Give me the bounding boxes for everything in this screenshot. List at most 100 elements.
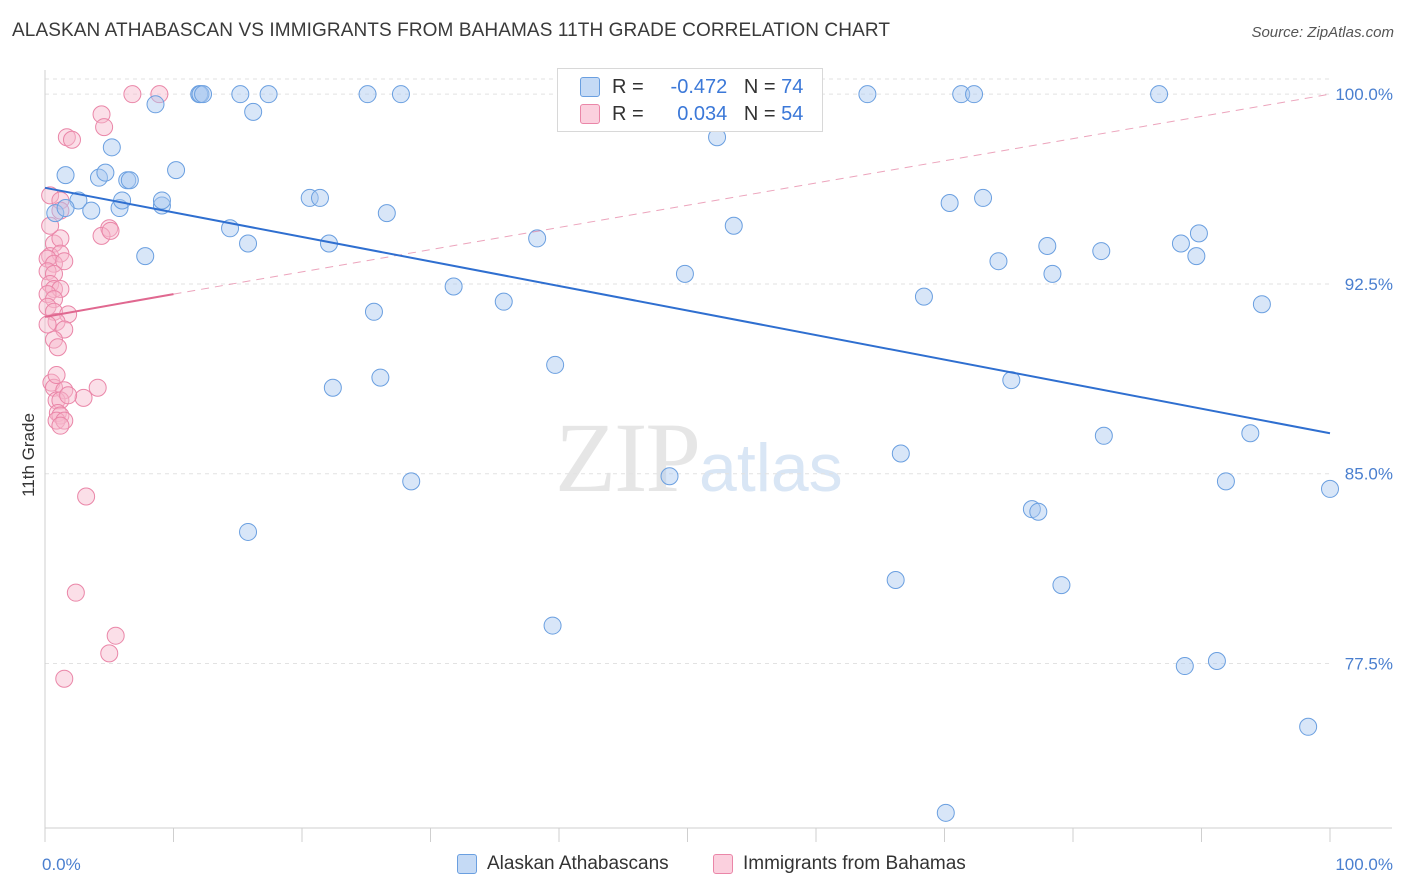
athabascan-point: [1171, 234, 1190, 253]
athabascan-point: [244, 102, 263, 121]
legend-swatch-blue: [580, 77, 600, 97]
bahamas-point: [77, 487, 96, 506]
y-tick-label: 92.5%: [1345, 275, 1393, 294]
data-points: [38, 85, 1339, 822]
bahamas-point: [47, 366, 66, 385]
athabascan-point: [82, 201, 101, 220]
athabascan-point: [1321, 479, 1339, 498]
athabascan-point: [914, 287, 933, 306]
athabascan-point: [974, 188, 993, 207]
athabascan-point: [989, 252, 1008, 271]
athabascan-point: [1150, 85, 1169, 104]
athabascan-point: [952, 85, 971, 104]
watermark-zip: ZIP: [555, 402, 701, 513]
y-tick-label: 85.0%: [1345, 465, 1393, 484]
athabascan-point: [936, 803, 955, 822]
bottom-legend-athabascan: Alaskan Athabascans: [457, 852, 669, 876]
athabascan-point: [528, 229, 547, 248]
athabascan-point: [858, 85, 877, 104]
bahamas-point: [44, 290, 63, 309]
athabascan-point: [323, 378, 342, 397]
bahamas-point: [66, 583, 85, 602]
bahamas-point: [51, 229, 70, 248]
legend-n-value: 54: [781, 102, 804, 125]
legend-n-label: N =: [743, 75, 776, 98]
athabascan-point: [886, 571, 905, 590]
bahamas-point: [150, 85, 169, 104]
athabascan-point: [1043, 264, 1062, 283]
athabascan-point: [56, 166, 75, 185]
legend-r-label: R =: [612, 75, 644, 98]
bahamas-point: [100, 644, 119, 663]
athabascan-point: [120, 171, 139, 190]
athabascan-point: [259, 85, 278, 104]
axes: [44, 70, 1392, 842]
athabascan-point: [239, 522, 258, 541]
athabascan-point: [364, 302, 383, 321]
athabascan-point: [891, 444, 910, 463]
bahamas-point: [62, 130, 81, 149]
bahamas-point: [38, 315, 57, 334]
athabascan-point: [194, 85, 213, 104]
stats-legend: R = -0.472 N = 74 R = 0.034 N = 54: [557, 68, 823, 132]
athabascan-point: [358, 85, 377, 104]
axis-labels: 77.5% 85.0% 92.5% 100.0% 0.0% 100.0% 11th Grad…: [19, 85, 1393, 874]
bahamas-point: [44, 264, 63, 283]
athabascan-point: [46, 204, 65, 223]
athabascan-point: [1252, 295, 1271, 314]
watermark: ZIPatlas: [555, 400, 843, 515]
athabascan-point: [1038, 237, 1057, 256]
bottom-legend-label: Alaskan Athabascans: [487, 853, 669, 874]
athabascan-point: [1052, 576, 1071, 595]
legend-row-bahamas: R = 0.034 N = 54: [580, 100, 803, 128]
athabascan-point: [1175, 657, 1194, 676]
bahamas-point: [51, 416, 70, 435]
athabascan-point: [102, 138, 121, 157]
athabascan-point: [1094, 426, 1113, 445]
athabascan-point: [1207, 651, 1226, 670]
chart-title: ALASKAN ATHABASCAN VS IMMIGRANTS FROM BA…: [12, 20, 891, 41]
athabascan-point: [1092, 242, 1111, 261]
bahamas-point: [88, 378, 107, 397]
legend-r-value: 0.034: [677, 102, 728, 125]
athabascan-point: [494, 292, 513, 311]
x-tick-label: 0.0%: [42, 855, 81, 874]
legend-row-athabascan: R = -0.472 N = 74: [580, 73, 803, 101]
athabascan-point: [152, 191, 171, 210]
athabascan-point: [1029, 502, 1048, 521]
athabascan-point: [371, 368, 390, 387]
bahamas-point: [59, 386, 78, 405]
bahamas-point: [101, 221, 120, 240]
source-credit: Source: ZipAtlas.com: [1251, 24, 1394, 41]
legend-n-label: N =: [743, 102, 776, 125]
athabascan-point: [391, 85, 410, 104]
athabascan-point: [239, 234, 258, 253]
bahamas-point: [92, 226, 111, 245]
grid-lines: [45, 78, 1330, 665]
athabascan-point: [1189, 224, 1208, 243]
bottom-legend-label: Immigrants from Bahamas: [743, 853, 966, 874]
athabascan-point: [543, 616, 562, 635]
athabascan-point: [724, 216, 743, 235]
y-tick-label: 77.5%: [1345, 655, 1393, 674]
athabascan-trend-line: [44, 186, 1331, 435]
athabascan-point: [444, 277, 463, 296]
bahamas-point: [57, 128, 76, 147]
y-axis-label: 11th Grade: [19, 413, 38, 497]
athabascan-point: [402, 472, 421, 491]
bahamas-point: [74, 388, 93, 407]
legend-swatch-pink: [580, 104, 600, 124]
bottom-legend-swatch-pink: [713, 854, 733, 874]
bahamas-point: [123, 85, 142, 104]
trend-lines: [44, 93, 1331, 435]
legend-r-label: R =: [612, 102, 644, 125]
watermark-atlas: atlas: [699, 430, 843, 506]
athabascan-point: [377, 204, 396, 223]
bahamas-point: [41, 186, 60, 205]
athabascan-point: [231, 85, 250, 104]
bahamas-trend-line: [44, 293, 174, 318]
athabascan-point: [940, 193, 959, 212]
bahamas-point: [51, 201, 70, 220]
athabascan-point: [167, 161, 186, 180]
bahamas-point: [55, 252, 74, 271]
